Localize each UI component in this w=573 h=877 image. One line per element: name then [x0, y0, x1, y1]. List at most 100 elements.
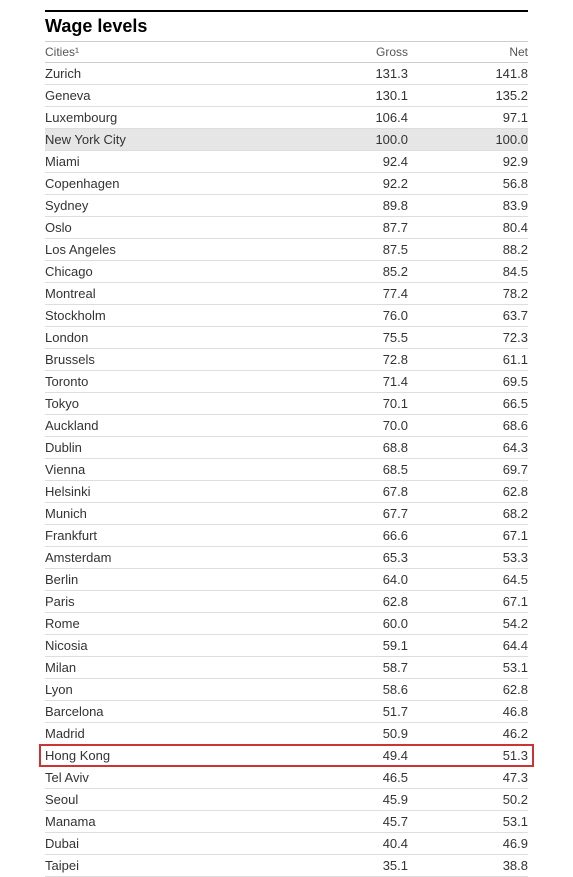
table-row: Zurich131.3141.8: [45, 63, 528, 85]
cell-city: Stockholm: [45, 308, 288, 323]
table-row: Sydney89.883.9: [45, 195, 528, 217]
cell-net: 68.6: [408, 418, 528, 433]
table-row: Nicosia59.164.4: [45, 635, 528, 657]
cell-city: Taipei: [45, 858, 288, 873]
cell-gross: 85.2: [288, 264, 408, 279]
cell-net: 135.2: [408, 88, 528, 103]
cell-net: 64.5: [408, 572, 528, 587]
cell-gross: 45.9: [288, 792, 408, 807]
cell-city: Manama: [45, 814, 288, 829]
table-row: Berlin64.064.5: [45, 569, 528, 591]
cell-gross: 106.4: [288, 110, 408, 125]
cell-gross: 71.4: [288, 374, 408, 389]
cell-city: Zurich: [45, 66, 288, 81]
cell-net: 92.9: [408, 154, 528, 169]
cell-city: Frankfurt: [45, 528, 288, 543]
cell-net: 64.4: [408, 638, 528, 653]
cell-gross: 100.0: [288, 132, 408, 147]
table-row: New York City100.0100.0: [45, 129, 528, 151]
table-row: Rome60.054.2: [45, 613, 528, 635]
cell-city: Munich: [45, 506, 288, 521]
table-row: Barcelona51.746.8: [45, 701, 528, 723]
cell-city: Brussels: [45, 352, 288, 367]
table-row: Taipei35.138.8: [45, 855, 528, 877]
cell-net: 83.9: [408, 198, 528, 213]
cell-net: 46.8: [408, 704, 528, 719]
cell-city: Miami: [45, 154, 288, 169]
cell-gross: 58.6: [288, 682, 408, 697]
cell-gross: 60.0: [288, 616, 408, 631]
cell-gross: 89.8: [288, 198, 408, 213]
cell-gross: 87.7: [288, 220, 408, 235]
cell-net: 47.3: [408, 770, 528, 785]
table-header-row: Cities¹ Gross Net: [45, 42, 528, 63]
cell-net: 69.7: [408, 462, 528, 477]
cell-city: London: [45, 330, 288, 345]
table-row: Helsinki67.862.8: [45, 481, 528, 503]
cell-city: Seoul: [45, 792, 288, 807]
cell-city: Helsinki: [45, 484, 288, 499]
table-row: Chicago85.284.5: [45, 261, 528, 283]
cell-city: Oslo: [45, 220, 288, 235]
cell-gross: 51.7: [288, 704, 408, 719]
cell-net: 78.2: [408, 286, 528, 301]
cell-net: 53.1: [408, 660, 528, 675]
table-body: Zurich131.3141.8Geneva130.1135.2Luxembou…: [45, 63, 528, 877]
cell-gross: 35.1: [288, 858, 408, 873]
header-cities: Cities¹: [45, 45, 288, 59]
cell-net: 100.0: [408, 132, 528, 147]
cell-gross: 87.5: [288, 242, 408, 257]
cell-gross: 59.1: [288, 638, 408, 653]
wage-levels-table: Wage levels Cities¹ Gross Net Zurich131.…: [45, 10, 528, 877]
cell-city: Tel Aviv: [45, 770, 288, 785]
cell-gross: 131.3: [288, 66, 408, 81]
cell-gross: 64.0: [288, 572, 408, 587]
cell-city: Hong Kong: [45, 748, 288, 763]
cell-net: 51.3: [408, 748, 528, 763]
cell-net: 69.5: [408, 374, 528, 389]
cell-gross: 49.4: [288, 748, 408, 763]
cell-city: Vienna: [45, 462, 288, 477]
cell-net: 67.1: [408, 594, 528, 609]
cell-gross: 68.8: [288, 440, 408, 455]
table-row: Los Angeles87.588.2: [45, 239, 528, 261]
table-row: Montreal77.478.2: [45, 283, 528, 305]
cell-gross: 67.7: [288, 506, 408, 521]
cell-gross: 70.0: [288, 418, 408, 433]
table-row: Vienna68.569.7: [45, 459, 528, 481]
cell-net: 46.2: [408, 726, 528, 741]
cell-gross: 72.8: [288, 352, 408, 367]
cell-gross: 50.9: [288, 726, 408, 741]
header-gross: Gross: [288, 45, 408, 59]
cell-city: Toronto: [45, 374, 288, 389]
cell-net: 53.1: [408, 814, 528, 829]
cell-city: Berlin: [45, 572, 288, 587]
cell-gross: 40.4: [288, 836, 408, 851]
cell-net: 64.3: [408, 440, 528, 455]
cell-city: Montreal: [45, 286, 288, 301]
table-row: Lyon58.662.8: [45, 679, 528, 701]
cell-net: 72.3: [408, 330, 528, 345]
cell-net: 67.1: [408, 528, 528, 543]
cell-city: Barcelona: [45, 704, 288, 719]
cell-gross: 77.4: [288, 286, 408, 301]
table-row: Toronto71.469.5: [45, 371, 528, 393]
cell-city: Tokyo: [45, 396, 288, 411]
cell-gross: 130.1: [288, 88, 408, 103]
table-row: Auckland70.068.6: [45, 415, 528, 437]
cell-city: Chicago: [45, 264, 288, 279]
cell-city: Luxembourg: [45, 110, 288, 125]
cell-gross: 67.8: [288, 484, 408, 499]
cell-gross: 68.5: [288, 462, 408, 477]
cell-net: 56.8: [408, 176, 528, 191]
table-row: Dubai40.446.9: [45, 833, 528, 855]
cell-city: Rome: [45, 616, 288, 631]
cell-gross: 58.7: [288, 660, 408, 675]
cell-gross: 92.2: [288, 176, 408, 191]
table-row: Madrid50.946.2: [45, 723, 528, 745]
cell-city: Amsterdam: [45, 550, 288, 565]
table-row: Stockholm76.063.7: [45, 305, 528, 327]
cell-net: 61.1: [408, 352, 528, 367]
table-row: Amsterdam65.353.3: [45, 547, 528, 569]
cell-gross: 75.5: [288, 330, 408, 345]
